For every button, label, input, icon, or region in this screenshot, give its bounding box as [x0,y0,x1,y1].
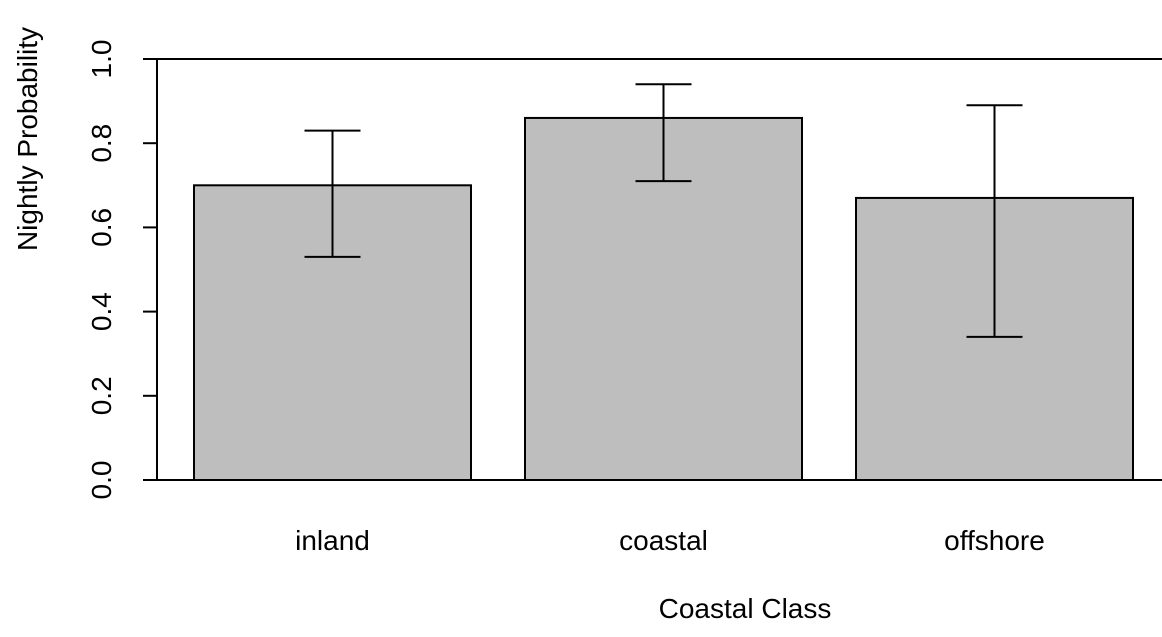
plot-area: 0.0 0.2 0.4 0.6 0.8 1.0 inland coastal offshore [86,40,1162,556]
y-tick-label: 0.4 [86,292,117,331]
y-tick-label: 0.6 [86,208,117,247]
x-axis-label: Coastal Class [659,593,832,624]
y-tick-label: 1.0 [86,40,117,79]
y-axis-label: Nightly Probability [12,27,43,251]
y-tick-label: 0.0 [86,461,117,500]
y-tick-label: 0.8 [86,124,117,163]
y-tick-label: 0.2 [86,376,117,415]
category-label-offshore: offshore [944,525,1045,556]
category-label-inland: inland [295,525,370,556]
category-label-coastal: coastal [619,525,708,556]
